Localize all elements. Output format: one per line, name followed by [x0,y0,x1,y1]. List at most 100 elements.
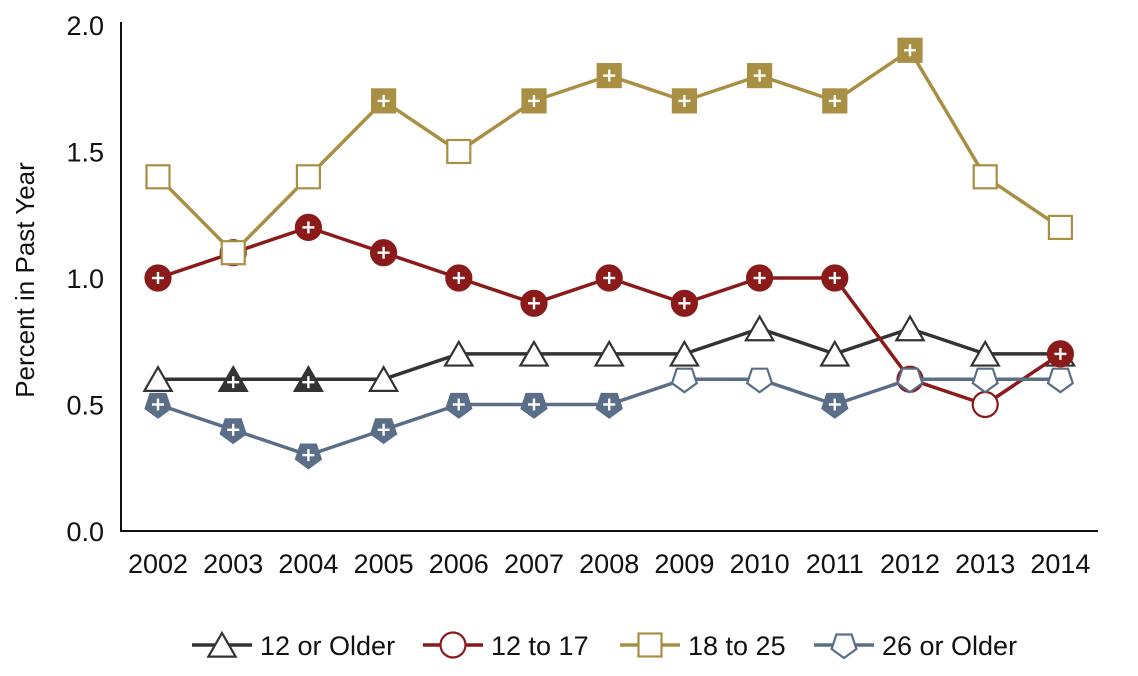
data-point [295,164,321,190]
data-point [445,392,473,419]
square-marker [145,164,171,190]
data-point [822,88,848,114]
data-point [217,364,249,392]
significance-plus-icon [377,94,390,107]
series-12-to-17 [144,213,1075,419]
data-point [671,88,698,114]
square-marker [220,240,246,266]
triangle-marker [518,339,550,367]
circle-marker [971,390,999,419]
legend-circle-marker [439,631,467,659]
significance-plus-icon [603,69,616,82]
legend-label: 26 or Older [882,631,1017,661]
legend-label: 12 to 17 [491,631,589,661]
x-tick-label: 2005 [354,549,414,579]
x-tick-label: 2007 [504,549,564,579]
x-tick-labels: 2002 2003 2004 2005 2006 2007 2008 2009 2010 2011… [128,549,1090,579]
data-point [819,339,851,367]
square-marker [446,138,472,165]
data-point [446,138,472,165]
significance-plus-icon [753,69,766,82]
x-tick-label: 2009 [654,549,714,579]
significance-plus-icon [828,398,841,411]
data-point [746,62,773,89]
data-point [220,240,246,266]
data-point [145,164,171,190]
x-tick-label: 2011 [806,549,864,579]
data-point [745,367,774,394]
y-tick-label: 2.0 [66,11,104,41]
significance-plus-icon [377,246,390,259]
data-point [969,339,1001,367]
data-point [595,264,623,292]
significance-plus-icon [227,376,240,389]
legend-pentagon-marker [830,633,858,660]
data-point [371,88,397,114]
x-tick-label: 2003 [203,549,263,579]
significance-plus-icon [603,398,616,411]
data-point [670,367,699,394]
significance-plus-icon [452,398,465,411]
data-point [294,443,323,470]
data-point [744,314,776,342]
series-layer [142,37,1076,470]
triangle-marker [368,364,400,392]
triangle-marker [744,314,776,342]
triangle-marker [819,339,851,367]
significance-plus-icon [377,423,390,436]
data-point [294,213,322,241]
data-point [668,339,700,367]
legend-label: 12 or Older [260,631,395,661]
significance-plus-icon [302,449,315,462]
legend: 12 or Older 12 to 17 18 to 25 26 or Older [192,630,1017,661]
x-tick-label: 2008 [579,549,639,579]
data-point [369,418,398,445]
significance-plus-icon [904,44,916,57]
significance-plus-icon [678,94,691,107]
data-point [518,339,550,367]
data-point [1046,340,1075,368]
pentagon-marker [745,367,774,394]
x-tick-label: 2006 [429,549,489,579]
data-point [445,264,473,292]
data-point [971,390,999,419]
legend-item: 12 or Older [192,630,395,661]
data-point [1047,214,1074,240]
legend-item: 18 to 25 [620,631,786,661]
x-tick-label: 2014 [1030,549,1090,579]
legend-label: 18 to 25 [688,631,786,661]
triangle-marker [142,364,174,392]
data-point [821,392,849,419]
data-point [368,364,400,392]
series-26-or-older [144,367,1075,470]
significance-plus-icon [678,297,691,310]
triangle-marker [668,339,700,367]
legend-square-marker [637,632,663,658]
significance-plus-icon [528,297,540,310]
data-point [1046,367,1075,394]
triangle-marker [894,314,926,342]
square-marker [972,164,998,190]
significance-plus-icon [1054,347,1067,360]
data-point [144,392,172,419]
data-point [897,37,923,63]
pentagon-marker [896,367,924,394]
data-point [972,164,998,190]
x-tick-label: 2004 [278,549,338,579]
chart-axes [120,22,1098,532]
data-point [520,392,548,419]
data-point [443,339,475,367]
data-point [894,314,926,342]
significance-plus-icon [753,272,766,284]
data-point [821,264,849,292]
y-tick-label: 0.0 [66,517,104,547]
y-tick-labels: 0.0 0.5 1.0 1.5 2.0 [66,11,104,547]
pentagon-marker [1046,367,1075,394]
triangle-marker [969,339,1001,367]
x-tick-label: 2010 [730,549,790,579]
data-point [521,88,547,114]
data-point [896,367,924,394]
data-point [144,264,172,292]
square-marker [1047,214,1074,240]
data-point [745,264,774,292]
